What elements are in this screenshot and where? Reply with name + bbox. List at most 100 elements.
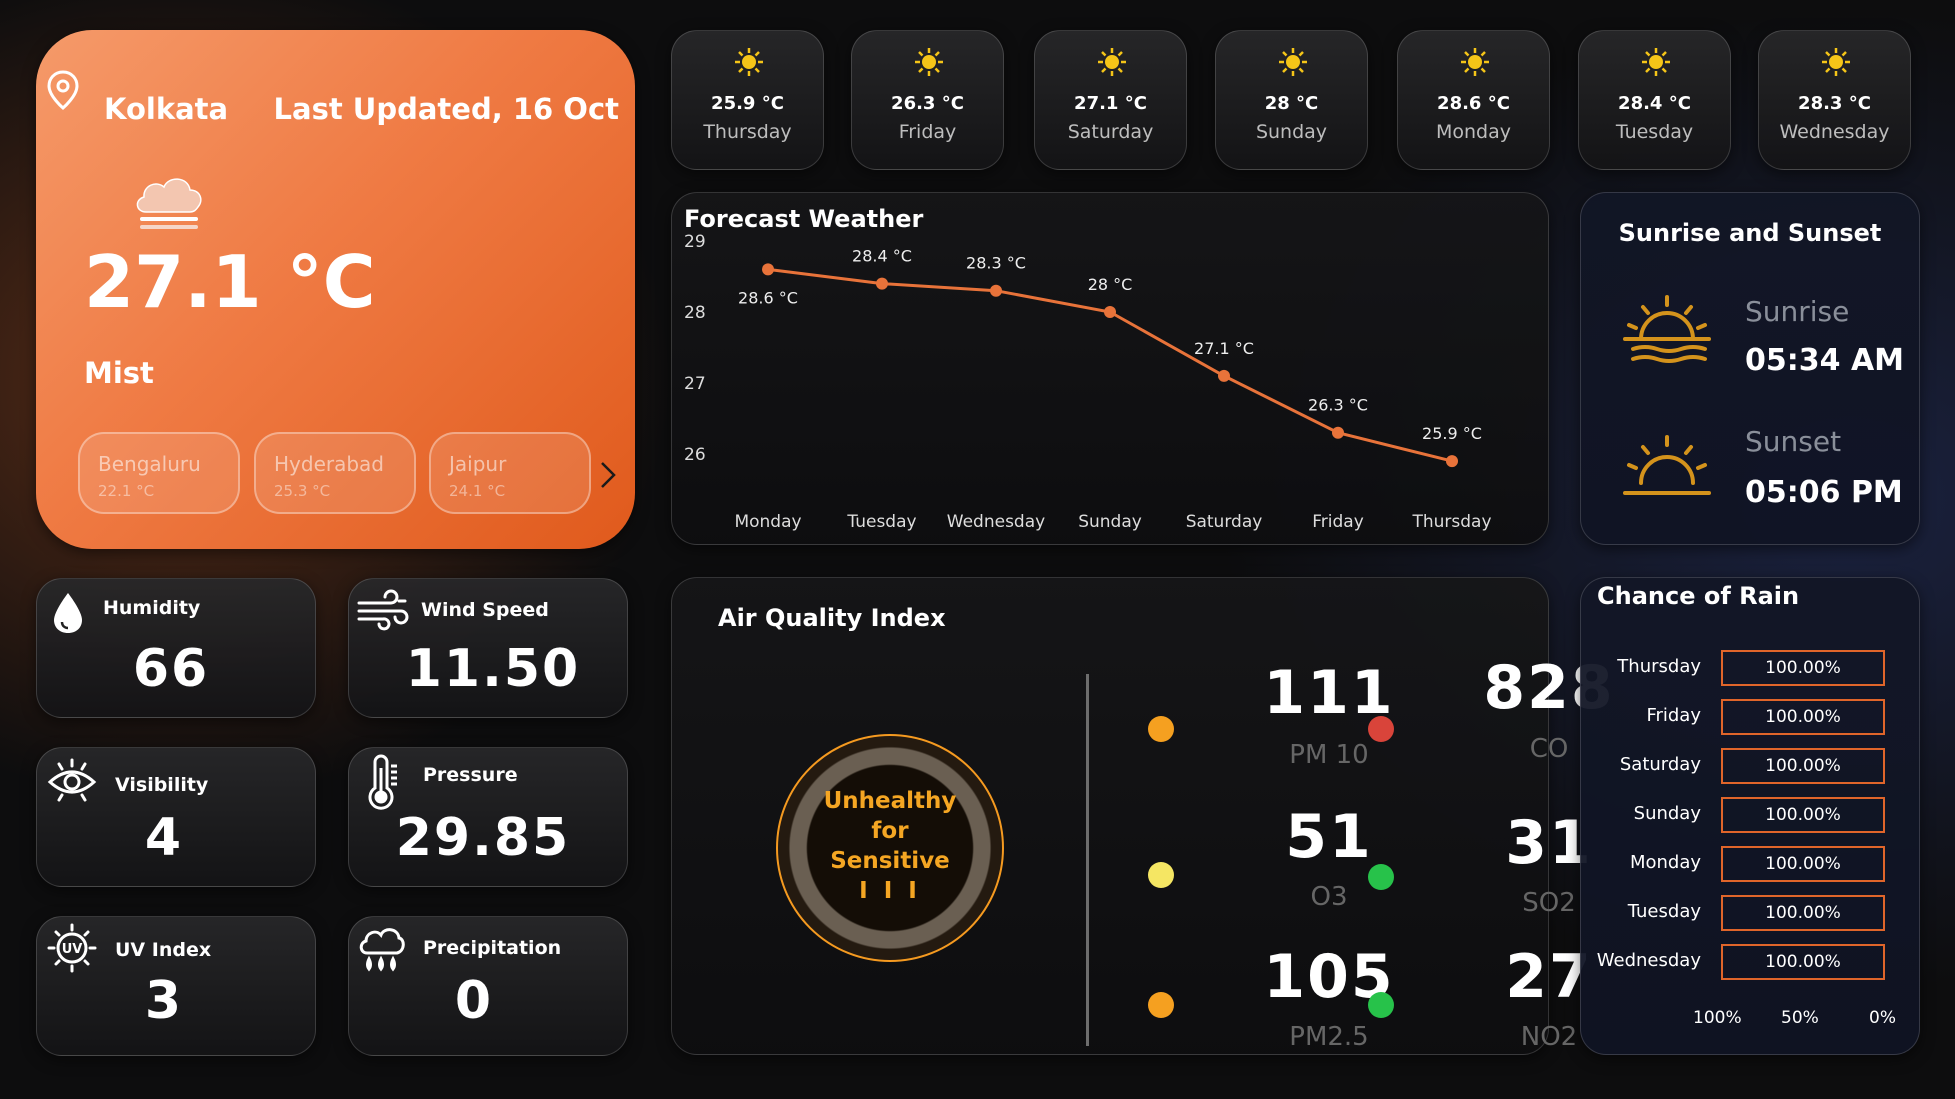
forecast-day: Thursday [703,121,792,143]
city-chip-jaipur[interactable]: Jaipur 24.1 °C [429,432,591,514]
water-drop-icon [54,593,82,633]
forecast-day: Sunday [1255,121,1328,143]
aqi-status-line: for [871,818,909,844]
data-label: 28.3 °C [966,254,1026,273]
x-tick-label: Sunday [1078,512,1142,532]
rain-title: Chance of Rain [1597,582,1800,610]
sun-icon [735,48,763,76]
sunset-icon [1623,435,1711,495]
aqi-dot [1148,862,1174,888]
location-pin-icon [47,70,79,110]
rain-day-label: Friday [1646,705,1701,726]
eye-icon [47,758,97,802]
metric-label: Humidity [103,597,201,619]
forecast-tile: 27.1 °C Saturday [1034,30,1187,170]
rain-bar: 100.00% [1721,699,1885,735]
aqi-dot [1368,716,1394,742]
forecast-tile: 28 °C Sunday [1215,30,1368,170]
sun-panel-title: Sunrise and Sunset [1618,219,1882,247]
cloud-icon [136,178,202,229]
data-point[interactable] [1104,306,1116,318]
aqi-status: Unhealthy for Sensitive I I I [778,786,1002,906]
forecast-temp: 26.3 °C [891,93,964,114]
aqi-status-line: Sensitive [830,848,950,874]
data-point[interactable] [990,284,1002,297]
metric-label: Wind Speed [421,599,549,621]
sun-icon [1642,48,1670,76]
forecast-day: Monday [1435,121,1511,143]
data-label: 28.4 °C [852,247,912,266]
metric-value: 29.85 [395,808,571,868]
x-tick-label: Thursday [1411,512,1491,532]
rain-axis-tick: 0% [1869,1008,1896,1028]
aqi-status-line: Unhealthy [823,788,957,814]
humidity-tile: Humidity 66 [36,578,316,718]
data-point[interactable] [762,263,774,276]
pollutant-value: 31 [1505,808,1593,878]
x-tick-label: Tuesday [846,512,916,532]
city-chip-bengaluru[interactable]: Bengaluru 22.1 °C [78,432,240,514]
rain-day-label: Saturday [1619,754,1701,775]
rain-axis-tick: 100% [1693,1008,1742,1028]
sun-icon [915,48,943,76]
metric-value: 0 [454,971,494,1031]
metric-label: Visibility [115,774,209,796]
current-weather-card: Kolkata Last Updated, 16 Oct 27.1 °C Mis… [36,30,635,549]
pollutant-label: SO2 [1522,888,1576,918]
series-line [767,267,1453,463]
metric-label: Precipitation [423,937,562,959]
visibility-tile: Visibility 4 [36,747,316,887]
metric-label: UV Index [115,939,212,961]
rain-bar: 100.00% [1721,895,1885,931]
forecast-temp: 28.6 °C [1437,93,1510,114]
forecast-temp: 28.3 °C [1798,93,1871,114]
city-chip-hyderabad[interactable]: Hyderabad 25.3 °C [254,432,416,514]
city-chip-name: Bengaluru [98,452,201,476]
rain-day-label: Sunday [1633,803,1701,824]
thermometer-icon [368,754,397,810]
data-point[interactable] [1218,369,1230,382]
forecast-temp: 27.1 °C [1074,93,1147,114]
forecast-line-chart: 29 28 27 26 28.6 °C Monday 28.4 °C Tuesday 28.3 … [684,232,1492,532]
metric-value: 11.50 [405,639,581,699]
current-condition: Mist [84,356,154,390]
pollutant-label: CO [1529,734,1569,764]
uv-index-tile: UV UV Index 3 [36,916,316,1056]
svg-text:UV: UV [62,942,83,957]
city-chip-temp: 24.1 °C [449,482,506,500]
last-updated: Last Updated, 16 Oct [273,92,619,126]
city-chip-temp: 25.3 °C [274,482,331,500]
data-point[interactable] [876,277,888,290]
rain-bar: 100.00% [1721,944,1885,980]
aqi-dot [1368,864,1394,890]
forecast-day: Wednesday [1779,121,1890,143]
forecast-temp: 25.9 °C [711,93,784,114]
data-label: 28.6 °C [738,288,798,307]
rain-day-label: Tuesday [1627,901,1701,922]
current-city: Kolkata [104,92,229,126]
aqi-dot [1368,992,1394,1018]
sunset-time: 05:06 PM [1745,475,1903,510]
precipitation-tile: Precipitation 0 [348,916,628,1056]
wind-icon [357,589,409,631]
x-tick-label: Friday [1312,512,1364,532]
rain-day-label: Monday [1629,852,1701,873]
y-tick-label: 27 [684,374,706,394]
sun-icon [1279,48,1307,76]
forecast-tile: 25.9 °C Thursday [671,30,824,170]
y-tick-label: 26 [684,445,706,465]
forecast-tile: 28.6 °C Monday [1397,30,1550,170]
sunset-label: Sunset [1745,425,1842,458]
pollutant-value: 27 [1505,942,1593,1012]
data-point[interactable] [1446,455,1458,468]
rain-bar: 100.00% [1721,797,1885,833]
data-point[interactable] [1332,426,1344,439]
pressure-tile: Pressure 29.85 [348,747,628,887]
forecast-chart-card: Forecast Weather 29 28 27 26 28.6 °C Monday 28… [671,192,1549,545]
rain-day-label: Wednesday [1596,950,1701,971]
sunrise-sunset-card: Sunrise and Sunset Sunrise 05:34 AM Suns… [1580,192,1920,545]
sunrise-icon [1623,295,1711,363]
rain-axis-tick: 50% [1781,1008,1819,1028]
forecast-tile: 28.4 °C Tuesday [1578,30,1731,170]
chevron-right-icon[interactable] [598,460,618,490]
